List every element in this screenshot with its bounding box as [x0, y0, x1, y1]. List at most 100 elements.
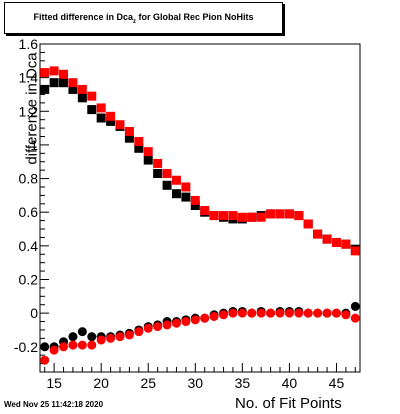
x-tick-label: 25 [140, 375, 156, 391]
data-point-square [209, 211, 219, 221]
y-tick-label: -0.2 [14, 339, 38, 355]
data-point-square [87, 91, 97, 101]
y-tick-label: 0 [30, 305, 38, 321]
data-point-square [134, 143, 144, 153]
data-point-square [190, 195, 200, 205]
data-point-square [256, 212, 266, 222]
data-point-square [96, 103, 106, 113]
data-point-square [134, 137, 144, 147]
data-point-circle [124, 330, 134, 340]
data-point-square [247, 212, 257, 222]
x-tick-label: 35 [235, 375, 251, 391]
data-point-square [284, 209, 294, 219]
data-point-circle [49, 345, 59, 355]
data-point-square [350, 246, 360, 256]
data-point-circle [77, 327, 87, 337]
chart-title-main: Fitted difference in Dca [33, 12, 133, 22]
y-tick-label: 0.8 [19, 171, 39, 187]
data-point-square [171, 175, 181, 185]
data-point-square [219, 211, 229, 221]
data-point-circle [284, 308, 294, 318]
data-point-square [49, 78, 59, 88]
data-point-circle [87, 332, 97, 342]
data-point-square [87, 105, 97, 115]
data-point-circle [143, 323, 153, 333]
data-point-square [124, 133, 134, 143]
data-point-square [294, 211, 304, 221]
data-point-circle [59, 342, 69, 352]
data-point-circle [162, 320, 172, 330]
data-point-circle [275, 308, 285, 318]
data-point-circle [256, 308, 266, 318]
data-point-circle [40, 355, 50, 365]
footer-date: Wed Nov 25 11:42:18 2020 [4, 400, 104, 409]
data-point-circle [303, 308, 313, 318]
data-point-square [124, 126, 134, 136]
data-point-circle [200, 313, 210, 323]
x-tick-label: 45 [329, 375, 345, 391]
data-point-circle [96, 335, 106, 345]
data-point-circle [181, 317, 191, 327]
data-point-square [322, 234, 332, 244]
y-tick-label: 0.6 [19, 204, 39, 220]
data-point-circle [209, 311, 219, 321]
data-point-square [153, 158, 163, 168]
data-point-circle [77, 340, 87, 350]
data-point-circle [68, 332, 78, 342]
data-point-square [106, 116, 116, 126]
data-point-square [162, 169, 172, 179]
data-point-square [106, 111, 116, 121]
data-point-circle [134, 327, 144, 337]
data-point-circle [87, 340, 97, 350]
y-tick-label: 1.2 [19, 103, 39, 119]
data-point-square [171, 189, 181, 199]
y-tick-label: 1 [30, 137, 38, 153]
data-point-circle [115, 332, 125, 342]
data-point-square [68, 84, 78, 94]
y-tick-label: 0.2 [19, 271, 39, 287]
data-point-circle [266, 308, 276, 318]
data-point-square [181, 192, 191, 202]
data-point-circle [294, 308, 304, 318]
data-point-square [77, 84, 87, 94]
data-point-circle [190, 315, 200, 325]
data-point-square [115, 120, 125, 130]
y-axis-label: difference in Dca [23, 52, 41, 165]
chart-title-subscript: z [133, 18, 136, 25]
data-point-circle [219, 310, 229, 320]
data-point-square [59, 78, 69, 88]
data-point-square [143, 147, 153, 157]
data-point-square [200, 206, 210, 216]
plot-frame [39, 43, 361, 373]
chart-title-box: Fitted difference in Dcaz for Global Rec… [4, 2, 283, 34]
data-point-circle [247, 308, 257, 318]
data-point-circle [350, 301, 360, 311]
data-point-circle [322, 308, 332, 318]
data-point-circle [237, 308, 247, 318]
data-point-square [68, 78, 78, 88]
data-point-circle [313, 308, 323, 318]
data-point-square [40, 68, 50, 78]
y-tick-label: 1.6 [19, 36, 39, 52]
data-point-square [181, 182, 191, 192]
data-point-square [143, 155, 153, 165]
data-point-square [59, 69, 69, 79]
x-tick-label: 15 [46, 375, 62, 391]
data-point-circle [350, 313, 360, 323]
data-point-square [153, 169, 163, 179]
data-point-circle [331, 308, 341, 318]
data-point-circle [171, 318, 181, 328]
data-point-circle [68, 340, 78, 350]
y-tick-label: 0.4 [19, 238, 39, 254]
data-point-square [275, 209, 285, 219]
data-point-square [96, 113, 106, 123]
data-point-square [228, 211, 238, 221]
data-point-square [40, 84, 50, 94]
data-point-circle [153, 322, 163, 332]
x-tick-label: 20 [93, 375, 109, 391]
data-point-square [341, 239, 351, 249]
data-point-square [331, 237, 341, 247]
data-point-square [77, 93, 87, 103]
chart-title: Fitted difference in Dcaz for Global Rec… [5, 12, 282, 25]
x-tick-label: 40 [282, 375, 298, 391]
